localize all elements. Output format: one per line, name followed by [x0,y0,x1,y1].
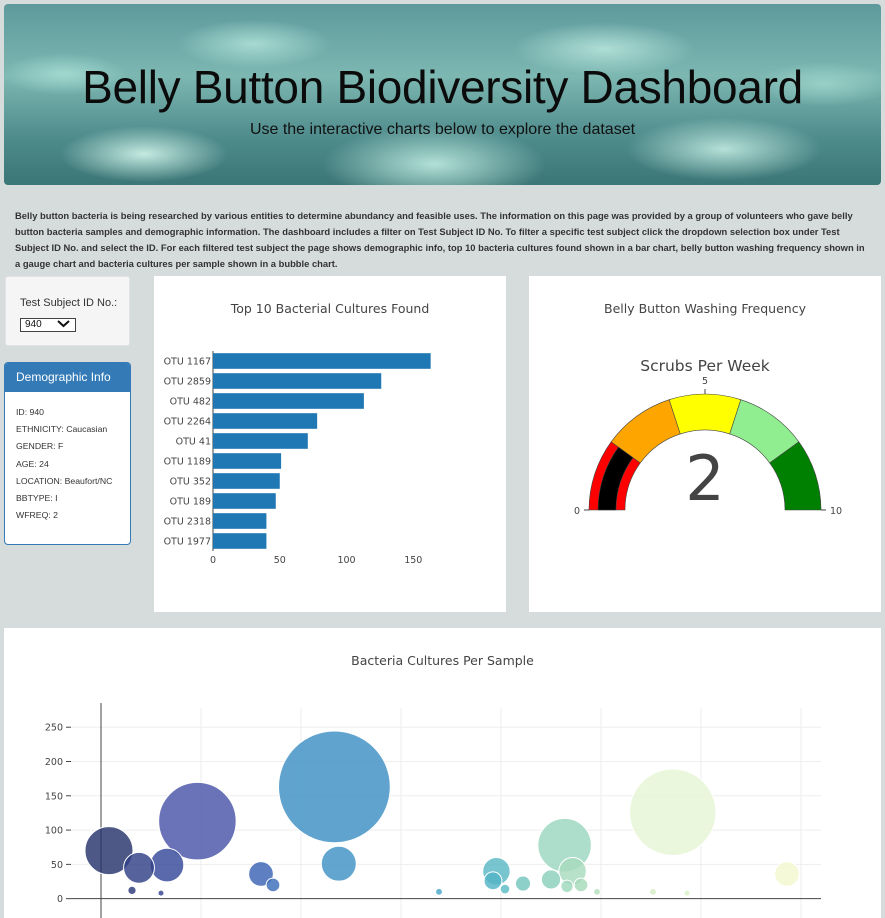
bar-category-label: OTU 482 [170,397,211,408]
bubble-y-tick-label: 50 [51,860,63,871]
demo-id: ID: 940 [16,407,45,417]
gauge-tick-label: 5 [702,376,708,387]
bar [213,353,431,369]
demo-gender: GENDER: F [16,441,64,452]
gauge-step [668,393,742,435]
bar-category-label: OTU 2318 [164,517,211,528]
bar-category-label: OTU 352 [170,477,211,488]
bubble [683,889,691,897]
bubble [278,730,391,844]
bubble-y-tick-label: 250 [45,723,63,734]
bar [213,513,267,529]
bubble [514,875,532,892]
bar-chart: OTU 1167 OTU 2859 OTU 482 OTU 2264 OTU 41 OTU… [164,351,431,566]
bubble-chart: 0 50 100 150 200 250 [45,703,821,918]
bubble [560,879,574,893]
bubble-chart-panel: Bacteria Cultures Per Sample 0 50 100 150 20… [4,628,881,918]
bar [213,433,308,449]
bar-category-label: OTU 189 [170,497,211,508]
bubble [499,883,511,895]
bar-category-label: OTU 1189 [164,457,211,468]
demo-age: AGE: 24 [16,458,49,469]
gauge-panel-title: Belly Button Washing Frequency [604,301,806,316]
intro-text: Belly button bacteria is being researche… [15,210,865,269]
bubble [320,845,357,882]
demographic-panel-title: Demographic Info [5,363,130,392]
bar-category-label: OTU 41 [176,437,211,448]
bubble [127,885,137,896]
bar-category-label: OTU 2264 [164,417,211,428]
bar [213,393,364,409]
bar-x-tick-label: 100 [337,555,355,566]
gauge-title: Scrubs Per Week [640,357,770,375]
bar [213,373,382,389]
bubble [774,861,800,887]
subject-selector-well: Test Subject ID No.: 940 [5,276,130,346]
demo-bbtype: BBTYPE: I [16,492,58,503]
bubble [540,869,562,890]
bar-x-tick-label: 150 [404,555,422,566]
bubble [483,871,503,891]
bubble [629,768,717,856]
bubble [265,877,281,893]
gauge-chart: Scrubs Per Week 2 0 5 10 [574,357,842,517]
header-banner: Belly Button Biodiversity Dashboard Use … [4,4,881,185]
gauge-tick-label: 10 [830,506,842,517]
bar-category-label: OTU 2859 [164,377,211,388]
gauge-value-bar [597,446,634,511]
subject-id-dropdown[interactable]: 940 [20,318,76,332]
bubble [123,851,155,884]
bar-category-label: OTU 1977 [164,537,211,548]
gauge-tick-label: 0 [574,506,580,517]
bar [213,533,267,549]
bar-category-label: OTU 1167 [164,357,211,368]
bar-x-tick-label: 50 [274,555,286,566]
chevron-down-icon [57,319,70,331]
bar-chart-title: Top 10 Bacterial Cultures Found [230,301,430,316]
bubble [248,861,274,887]
bubble-y-tick-label: 100 [45,826,63,837]
subject-selector-label: Test Subject ID No.: [20,297,118,309]
bubble [649,887,657,896]
bubble [435,887,443,896]
bubble [158,781,237,861]
bar [213,453,282,469]
bubble [573,877,589,893]
bubble [157,889,165,897]
demo-location: LOCATION: Beaufort/NC [16,475,113,486]
bar [213,493,276,509]
bubble [149,847,185,883]
bubble [84,826,134,876]
demo-ethnicity: ETHNICITY: Caucasian [16,424,108,435]
bar-chart-panel: Top 10 Bacterial Cultures Found OTU 1167… [154,276,506,612]
bubble-y-tick-label: 150 [45,791,63,802]
page-title: Belly Button Biodiversity Dashboard [82,61,803,113]
bubble [593,887,601,896]
bubble-chart-title: Bacteria Cultures Per Sample [351,653,534,668]
bar [213,473,280,489]
bar-x-tick-label: 0 [210,555,216,566]
subject-id-value: 940 [25,319,42,330]
demo-wfreq: WFREQ: 2 [16,510,58,521]
gauge-panel: Belly Button Washing Frequency Scrubs Pe… [529,276,881,612]
bubble-y-tick-label: 0 [57,894,63,905]
bubble-y-tick-label: 200 [45,757,63,768]
gauge-value: 2 [685,442,724,515]
bar [213,413,318,429]
page-subtitle: Use the interactive charts below to expl… [249,121,636,138]
demographic-panel: Demographic Info ID: 940 ETHNICITY: Cauc… [4,362,131,545]
